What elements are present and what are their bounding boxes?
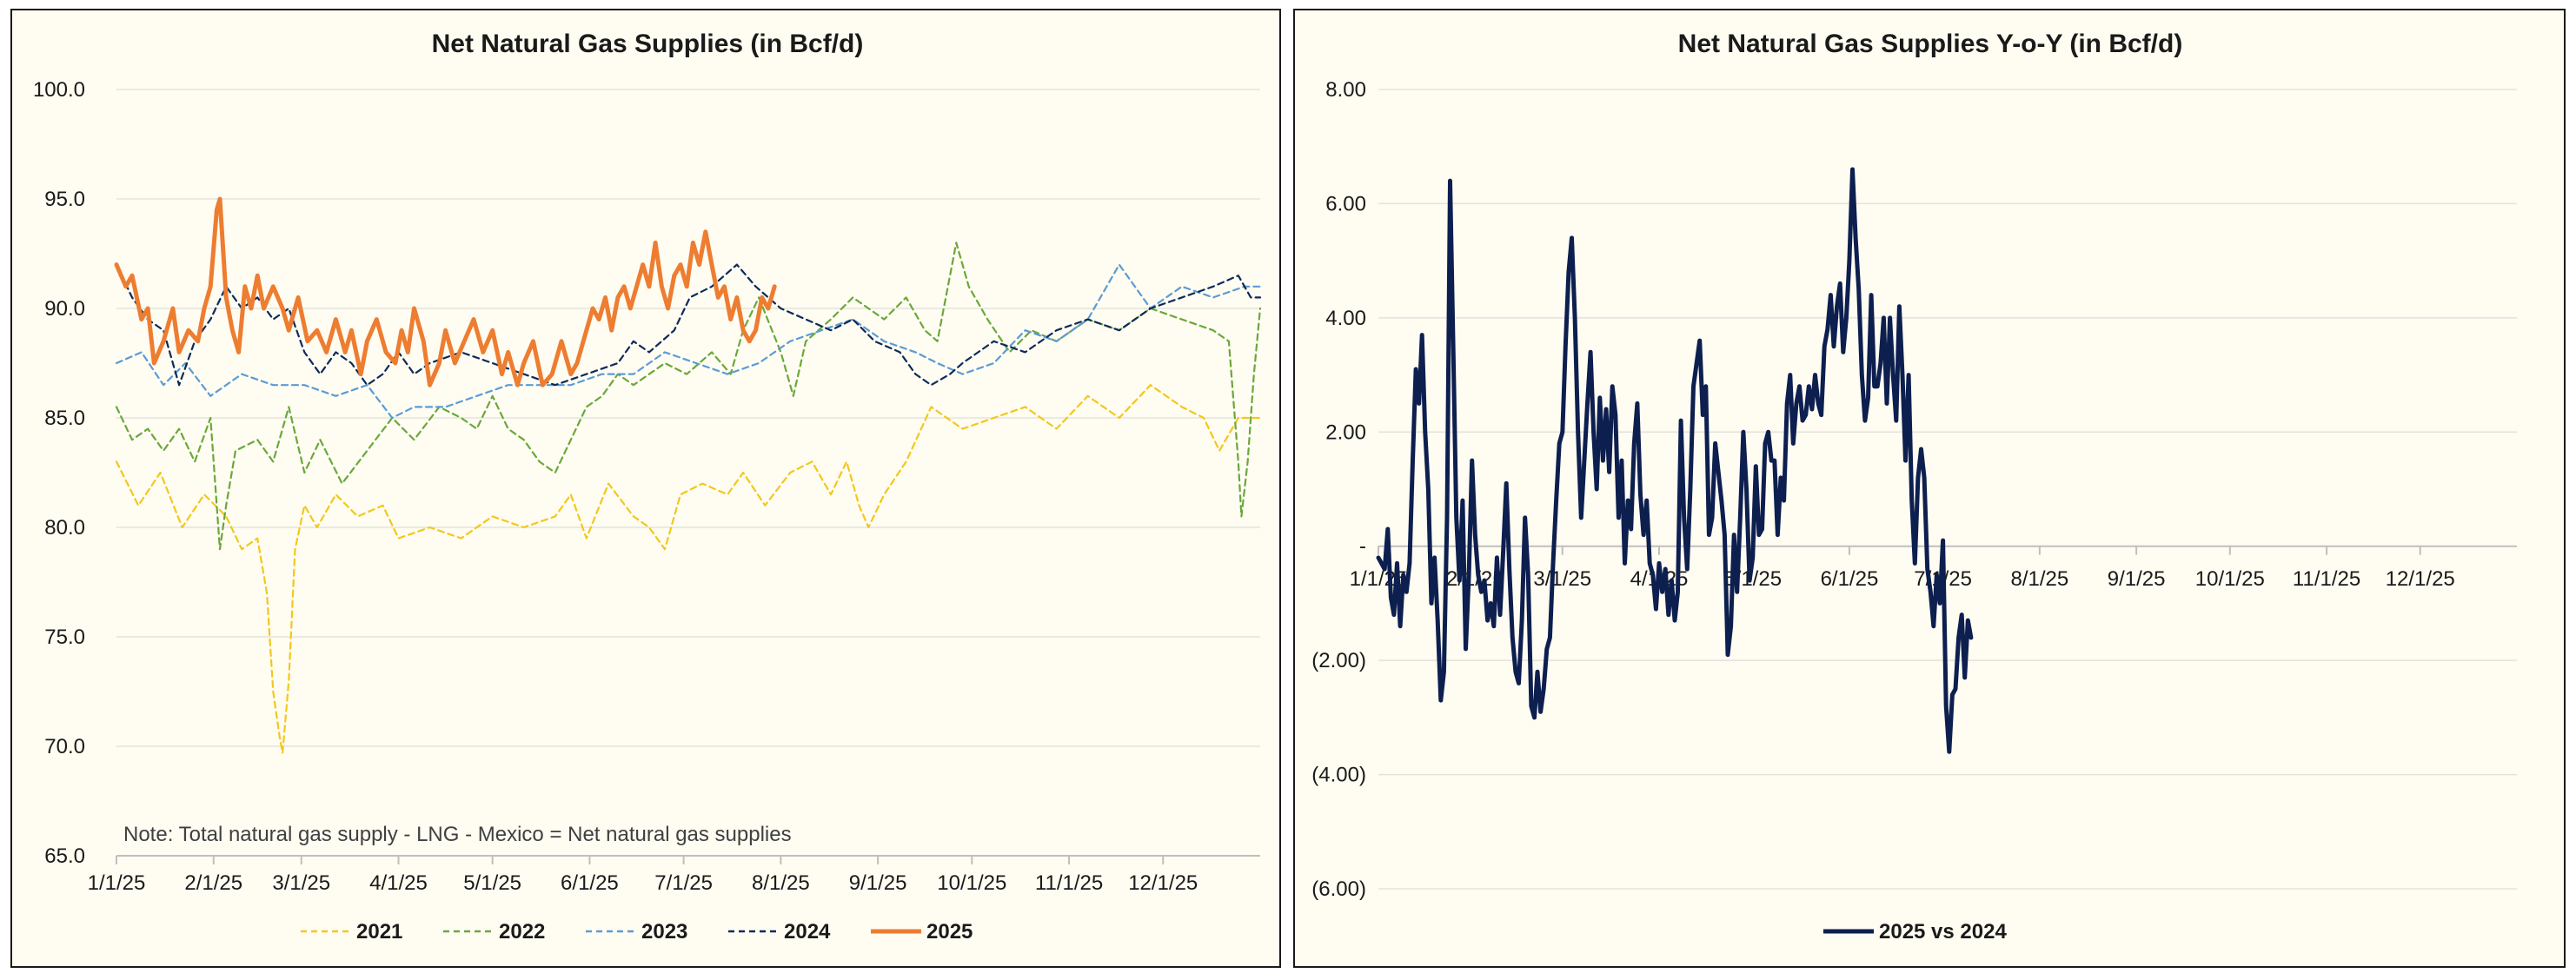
x-tick-label: 3/1/25 — [272, 871, 330, 895]
x-tick-label: 10/1/25 — [2195, 567, 2265, 591]
y-tick-label: 95.0 — [44, 188, 85, 211]
x-tick-label: 7/1/25 — [654, 871, 713, 895]
legend-item: 2025 — [871, 920, 973, 944]
y-tick-label: (4.00) — [1311, 764, 1366, 787]
x-tick-label: 8/1/25 — [752, 871, 810, 895]
legend-label: 2024 — [784, 920, 831, 944]
x-tick-label: 10/1/25 — [937, 871, 1006, 895]
series-line-2024 — [115, 263, 1262, 387]
y-tick-label: 75.0 — [44, 626, 85, 649]
series-line-2023 — [115, 263, 1262, 420]
x-tick-label: 1/1/25 — [88, 871, 146, 895]
legend-item: 2021 — [301, 920, 402, 944]
legend-label: 2021 — [356, 920, 402, 944]
y-tick-label: 6.00 — [1325, 192, 1366, 215]
y-tick-label: 80.0 — [44, 516, 85, 540]
chart-title: Net Natural Gas Supplies Y-o-Y (in Bcf/d… — [1678, 30, 2183, 58]
series-line-2022 — [115, 242, 1262, 551]
chart-note: Note: Total natural gas supply - LNG - M… — [123, 823, 792, 846]
legend-item: 2022 — [443, 920, 545, 944]
x-tick-label: 9/1/25 — [849, 871, 907, 895]
yoy-chart: Net Natural Gas Supplies Y-o-Y (in Bcf/d… — [1311, 30, 2517, 944]
series-line-2025 — [114, 196, 777, 387]
series-line-2025-vs-2024 — [1376, 167, 1974, 754]
y-tick-label: 90.0 — [44, 297, 85, 321]
yoy-chart-panel: Net Natural Gas Supplies Y-o-Y (in Bcf/d… — [1293, 9, 2566, 968]
x-tick-label: 5/1/25 — [463, 871, 521, 895]
x-tick-label: 3/1/25 — [1533, 567, 1591, 591]
x-tick-label: 8/1/25 — [2011, 567, 2069, 591]
net-supplies-chart-panel: Net Natural Gas Supplies (in Bcf/d) 100.0… — [10, 9, 1281, 968]
series-line-2021 — [115, 384, 1262, 754]
x-tick-label: 4/1/25 — [369, 871, 428, 895]
x-tick-label: 6/1/25 — [1821, 567, 1879, 591]
y-tick-label: 4.00 — [1325, 307, 1366, 330]
x-tick-label: 6/1/25 — [561, 871, 619, 895]
chart-title: Net Natural Gas Supplies (in Bcf/d) — [432, 30, 864, 58]
y-tick-label: 70.0 — [44, 735, 85, 758]
y-tick-label: 65.0 — [44, 844, 85, 868]
y-tick-label: (2.00) — [1311, 649, 1366, 672]
legend-label: 2022 — [499, 920, 545, 944]
legend-item: 2023 — [586, 920, 687, 944]
y-tick-label: 8.00 — [1325, 78, 1366, 102]
x-tick-label: 12/1/25 — [1128, 871, 1198, 895]
x-tick-label: 9/1/25 — [2108, 567, 2166, 591]
legend-label: 2023 — [641, 920, 687, 944]
y-tick-label: 2.00 — [1325, 420, 1366, 444]
y-tick-label: 85.0 — [44, 407, 85, 430]
legend-item: 2024 — [728, 920, 831, 944]
y-tick-label: 100.0 — [33, 78, 85, 102]
legend-label: 2025 — [926, 920, 973, 944]
net-supplies-chart: Net Natural Gas Supplies (in Bcf/d) 100.0… — [33, 30, 1262, 944]
x-tick-label: 2/1/25 — [184, 871, 242, 895]
x-tick-label: 12/1/25 — [2386, 567, 2455, 591]
legend-item: 2025 vs 2024 — [1823, 920, 2007, 944]
x-tick-label: 11/1/25 — [2293, 567, 2360, 591]
y-tick-label: (6.00) — [1311, 877, 1366, 901]
x-tick-label: 11/1/25 — [1035, 871, 1103, 895]
legend-label: 2025 vs 2024 — [1879, 920, 2007, 944]
y-tick-label: - — [1359, 535, 1366, 559]
